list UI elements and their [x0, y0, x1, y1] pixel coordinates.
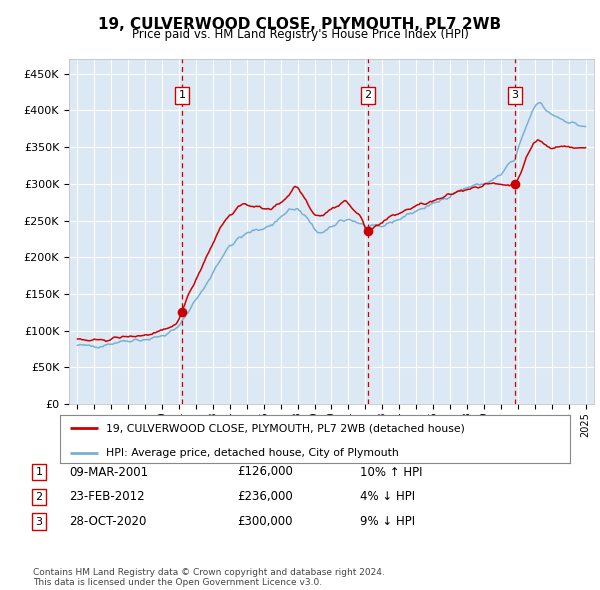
Text: £126,000: £126,000: [237, 466, 293, 478]
Text: 1: 1: [35, 467, 43, 477]
Text: 10% ↑ HPI: 10% ↑ HPI: [360, 466, 422, 478]
Text: HPI: Average price, detached house, City of Plymouth: HPI: Average price, detached house, City…: [106, 447, 398, 457]
Text: 4% ↓ HPI: 4% ↓ HPI: [360, 490, 415, 503]
Text: Price paid vs. HM Land Registry's House Price Index (HPI): Price paid vs. HM Land Registry's House …: [131, 28, 469, 41]
Text: 1: 1: [179, 90, 186, 100]
Text: Contains HM Land Registry data © Crown copyright and database right 2024.
This d: Contains HM Land Registry data © Crown c…: [33, 568, 385, 587]
Text: 28-OCT-2020: 28-OCT-2020: [69, 515, 146, 528]
Text: 09-MAR-2001: 09-MAR-2001: [69, 466, 148, 478]
Text: 19, CULVERWOOD CLOSE, PLYMOUTH, PL7 2WB: 19, CULVERWOOD CLOSE, PLYMOUTH, PL7 2WB: [98, 17, 502, 31]
Text: 19, CULVERWOOD CLOSE, PLYMOUTH, PL7 2WB (detached house): 19, CULVERWOOD CLOSE, PLYMOUTH, PL7 2WB …: [106, 423, 465, 433]
Text: 23-FEB-2012: 23-FEB-2012: [69, 490, 145, 503]
Text: 2: 2: [35, 492, 43, 502]
Text: £236,000: £236,000: [237, 490, 293, 503]
Text: 3: 3: [511, 90, 518, 100]
Text: 2: 2: [364, 90, 371, 100]
Text: £300,000: £300,000: [237, 515, 293, 528]
Text: 3: 3: [35, 517, 43, 526]
Text: 9% ↓ HPI: 9% ↓ HPI: [360, 515, 415, 528]
